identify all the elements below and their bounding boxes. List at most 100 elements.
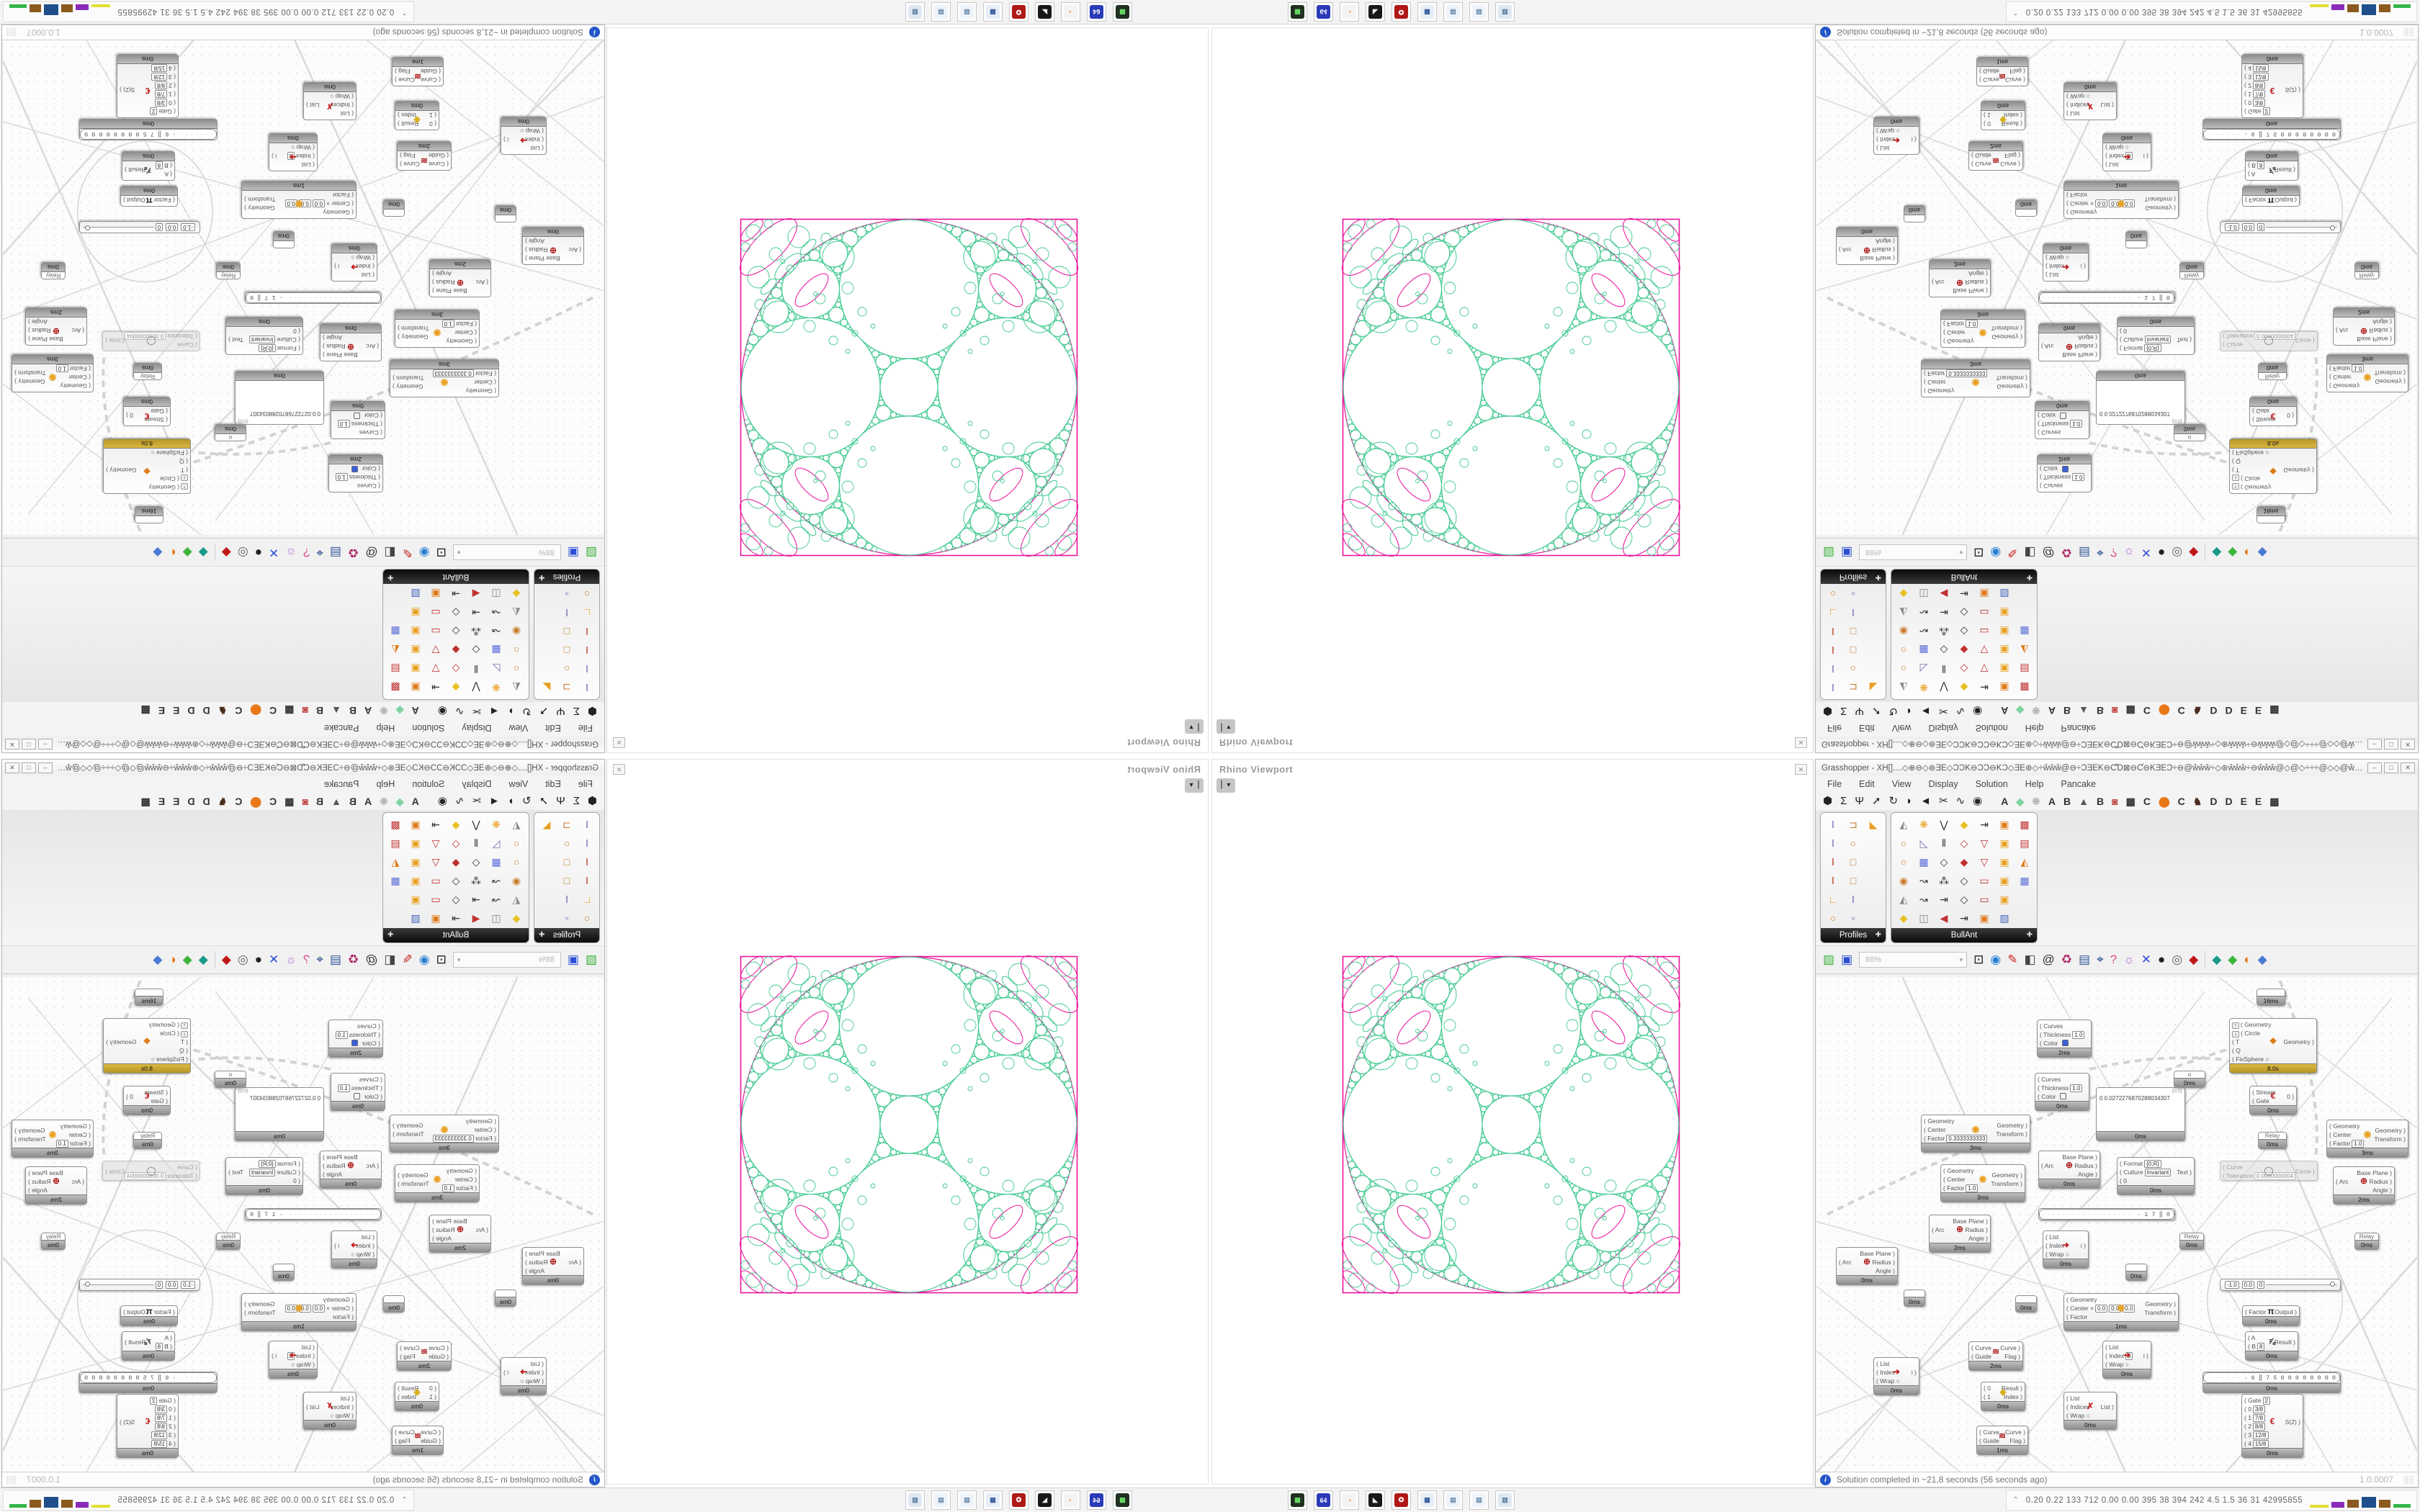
tab-params[interactable]: A [2001,705,2009,716]
viewport-collapse-button[interactable]: ▏▾ [1185,778,1204,793]
resize-grip[interactable]: ⣿⣿ [2403,27,2414,37]
viewport-collapse-button[interactable]: ▏▾ [1216,719,1235,734]
component-icon[interactable]: ◇ [452,626,460,637]
component-icon[interactable]: Ⅰ [585,875,589,886]
preview-icon[interactable]: ◉ [1990,953,2002,966]
palette-expand-icon[interactable]: ✚ [1875,573,1881,581]
gem-green-icon[interactable]: ◆ [182,546,192,559]
idea-icon[interactable]: ☼ [285,953,297,966]
component-icon[interactable]: ◉ [1899,626,1909,637]
gh-node-relay-r2[interactable]: Relay 0ms [41,262,66,279]
component-icon[interactable]: ▣ [1999,894,2009,905]
tab-intersect[interactable]: ◙ [2112,705,2118,716]
component-icon[interactable]: ◆ [452,682,460,693]
menu-item[interactable]: Edit [1859,723,1875,733]
component-icon[interactable]: ◫ [491,588,501,600]
component-icon[interactable]: Ⅰ [1831,682,1835,693]
component-icon[interactable]: ↝ [1919,607,1928,618]
tab-curve[interactable]: B [349,796,357,807]
gh-node-preview-curves-white[interactable]: ( Curves( Thickness1.0( Color 0ms [331,1073,385,1111]
galapagos-icon[interactable]: ✕ [2141,953,2151,966]
component-icon[interactable]: ◺ [1919,837,1928,849]
component-icon[interactable]: ○ [513,644,520,656]
component-icon[interactable]: ⇥ [452,588,460,600]
component-icon[interactable]: ▩ [2020,819,2030,830]
gh-node-arc-b[interactable]: ( Arc Base Plane ) Radius ) Angle ) ⊕ 2ms [25,1166,87,1205]
viewport-close-icon[interactable]: ✕ [613,737,625,748]
tab-surface[interactable]: ▲ [331,796,341,807]
email-icon[interactable]: @ [365,953,378,966]
component-icon[interactable]: ○ [1900,837,1907,849]
component-icon[interactable]: ◉ [1899,875,1909,886]
tab-mesh[interactable]: B [2097,796,2105,807]
psi-icon[interactable]: Ψ [556,705,565,717]
tab-e2[interactable]: E [158,705,166,716]
component-icon[interactable]: ◆ [1899,588,1908,600]
component-icon[interactable]: ⇥ [431,819,440,830]
menu-item[interactable]: Solution [1975,723,2008,733]
gh-node-flip-b[interactable]: ( Curve( Guide Curve ) Flag ) ≋ 1ms [1976,57,2028,86]
component-icon[interactable]: ◇ [1960,607,1968,618]
tab-curve[interactable]: B [2063,705,2071,716]
component-icon[interactable]: ⊐ [1849,682,1857,693]
gh-node-arc-a[interactable]: ( Arc Base Plane ) Radius ) Angle ) ⊕ 0ms [320,1151,382,1189]
component-icon[interactable]: ▣ [411,856,421,868]
gh-node-slider-675[interactable]: · 6 ‖ 7 5 0 0 0 0 0 0 0 0 0ms [2202,119,2341,140]
tab-transform[interactable]: ▦ [2125,705,2136,716]
tab-vector[interactable]: A [364,796,372,807]
tab-heteroptera[interactable]: C [235,705,243,716]
component-icon[interactable]: ⫴ [474,837,478,849]
component-icon[interactable]: ○ [1900,856,1907,868]
zoom-level-select[interactable]: 88% [452,952,561,968]
component-icon[interactable]: Ⅰ [585,819,589,830]
menu-item[interactable]: Pancake [323,723,359,733]
help-box-icon[interactable]: ? [2110,953,2118,966]
palette-label[interactable]: BullAnt ✚ [383,570,529,584]
component-icon[interactable]: ▩ [390,819,400,830]
component-icon[interactable]: ▫ [1851,588,1855,600]
palette-label[interactable]: Profiles ✚ [1821,570,1886,584]
component-icon[interactable]: ▭ [1979,626,1989,637]
window-button[interactable]: – [2367,762,2382,773]
component-icon[interactable]: Ⅰ [585,856,589,868]
gh-node-relay-r1[interactable]: Relay 0ms [216,1233,241,1250]
palette-expand-icon[interactable]: ✚ [2026,931,2033,939]
gh-node-md-slider[interactable]: -1.0 0.0 0 [79,221,200,233]
component-icon[interactable]: ○ [1850,663,1857,675]
component-icon[interactable]: Ⅰ [1851,894,1855,905]
menu-item[interactable]: Display [462,779,492,789]
gh-node-list-item-a[interactable]: ( List( Index( Wrap ○ i ) ➜ 0ms [331,243,377,282]
component-icon[interactable]: ◇ [452,837,460,849]
gem-green-icon[interactable]: ◆ [2228,953,2238,966]
component-icon[interactable]: ▣ [411,894,421,905]
grasshopper-titlebar[interactable]: Grasshopper - XH[]....◇⊕⊖◇⊛ƎE◇ƆƆK⊖ƆƆ⊖KƆ◇… [1816,737,2418,752]
eye-icon[interactable]: ◉ [1973,705,1983,717]
email-icon[interactable]: @ [2042,953,2055,966]
hexagon-icon[interactable]: ⬢ [587,705,597,717]
component-icon[interactable]: □ [1850,626,1857,637]
idea-icon[interactable]: ☼ [2123,546,2135,559]
gh-node-relay-s1[interactable]: 0ms [495,205,516,222]
component-icon[interactable]: ◇ [452,875,460,886]
component-icon[interactable]: ▫ [565,588,569,600]
component-icon[interactable]: ◀ [1940,588,1948,600]
tab-overflow[interactable]: ▩ [140,705,151,716]
idea-icon[interactable]: ☼ [285,546,297,559]
open-file-icon[interactable]: ▨ [1823,546,1835,559]
dart-icon[interactable]: ◄ [1920,795,1932,807]
component-icon[interactable]: ○ [513,856,520,868]
tab-kangaroo[interactable]: ⬤ [2158,796,2170,807]
arrow-icon[interactable]: ➚ [539,795,549,807]
component-icon[interactable]: ◆ [452,819,460,830]
leaf-icon[interactable]: ◗ [507,795,514,807]
palette-label[interactable]: BullAnt ✚ [1891,928,2037,942]
component-icon[interactable]: ▣ [411,837,421,849]
component-icon[interactable]: ❋ [1919,819,1928,830]
grasshopper-titlebar[interactable]: Grasshopper - XH[]....◇⊕⊖◇⊛ƎE◇ƆƆK⊖ƆƆ⊖KƆ◇… [1816,760,2418,775]
